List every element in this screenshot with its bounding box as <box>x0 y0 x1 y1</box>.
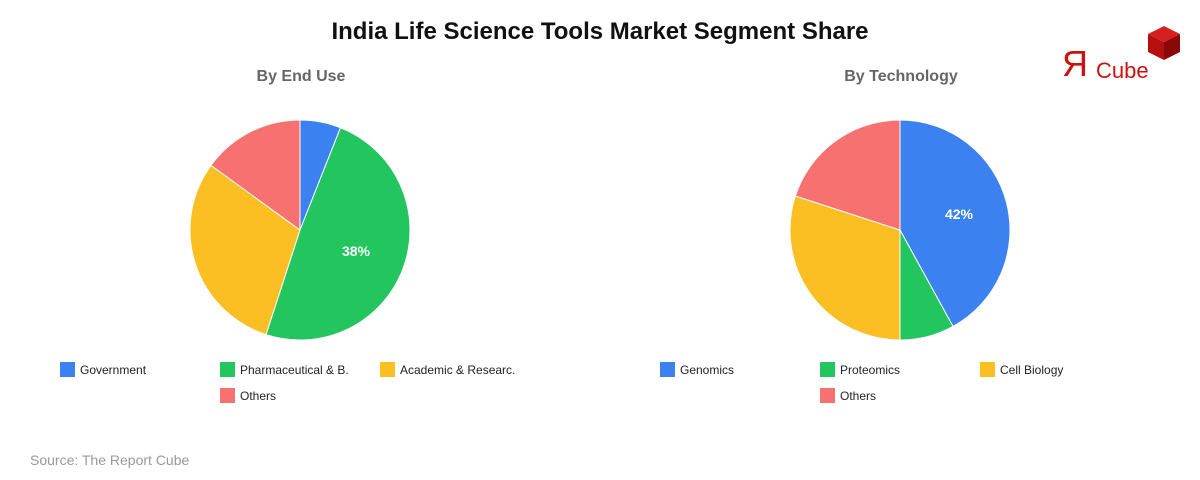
end-use-legend: Government Pharmaceutical & B. Academic … <box>60 362 580 412</box>
chart-title: India Life Science Tools Market Segment … <box>331 18 869 45</box>
legend-item-government[interactable]: Government <box>60 362 146 377</box>
genomics-data-label: 42% <box>945 206 974 222</box>
legend-swatch <box>820 388 835 403</box>
pharma-data-label: 38% <box>342 243 371 259</box>
logo-mark: Я <box>1062 43 1088 84</box>
end-use-subtitle: By End Use <box>256 68 346 85</box>
pie-slice-cell-biology[interactable] <box>789 195 901 341</box>
pie-slice-others[interactable] <box>794 119 901 231</box>
technology-subtitle: By Technology <box>844 68 958 85</box>
legend-item-others[interactable]: Others <box>820 388 876 403</box>
end-use-pie-chart: 38% <box>189 119 411 341</box>
legend-swatch <box>380 362 395 377</box>
legend-label: Academic & Researc. <box>400 362 516 377</box>
pie-slice-academic-researc[interactable] <box>189 164 301 336</box>
legend-item-genomics[interactable]: Genomics <box>660 362 734 377</box>
source-note: Source: The Report Cube <box>30 452 190 468</box>
legend-label: Others <box>840 388 877 403</box>
legend-label: Cell Biology <box>1000 362 1064 377</box>
legend-label: Pharmaceutical & B. <box>240 362 349 377</box>
pie-slice-genomics[interactable] <box>899 119 1011 328</box>
logo-word: Cube <box>1096 58 1149 83</box>
legend-label: Government <box>80 362 147 377</box>
technology-pie-chart: 42% <box>789 119 1011 341</box>
technology-slices <box>789 119 1011 341</box>
cube-icon <box>1148 26 1180 60</box>
legend-item-cell-biology[interactable]: Cell Biology <box>980 362 1063 377</box>
pie-slice-pharmaceutical-b[interactable] <box>265 127 411 341</box>
legend-label: Proteomics <box>840 362 901 377</box>
legend-label: Others <box>240 388 277 403</box>
pie-slice-others[interactable] <box>210 119 301 231</box>
legend-swatch <box>660 362 675 377</box>
legend-item-academic[interactable]: Academic & Researc. <box>380 362 515 377</box>
end-use-slices <box>189 119 411 341</box>
legend-swatch <box>820 362 835 377</box>
legend-swatch <box>980 362 995 377</box>
legend-swatch <box>220 388 235 403</box>
legend-item-others[interactable]: Others <box>220 388 276 403</box>
report-cube-logo: Я Cube <box>1060 26 1185 84</box>
legend-swatch <box>220 362 235 377</box>
legend-swatch <box>60 362 75 377</box>
legend-item-proteomics[interactable]: Proteomics <box>820 362 900 377</box>
legend-label: Genomics <box>680 362 735 377</box>
legend-item-pharmaceutical[interactable]: Pharmaceutical & B. <box>220 362 349 377</box>
technology-legend: Genomics Proteomics Cell Biology Others <box>660 362 1140 412</box>
